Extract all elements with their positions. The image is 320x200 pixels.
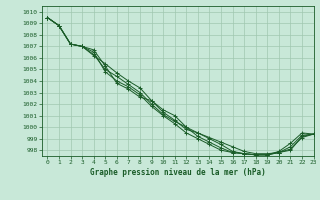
X-axis label: Graphe pression niveau de la mer (hPa): Graphe pression niveau de la mer (hPa) — [90, 168, 266, 177]
